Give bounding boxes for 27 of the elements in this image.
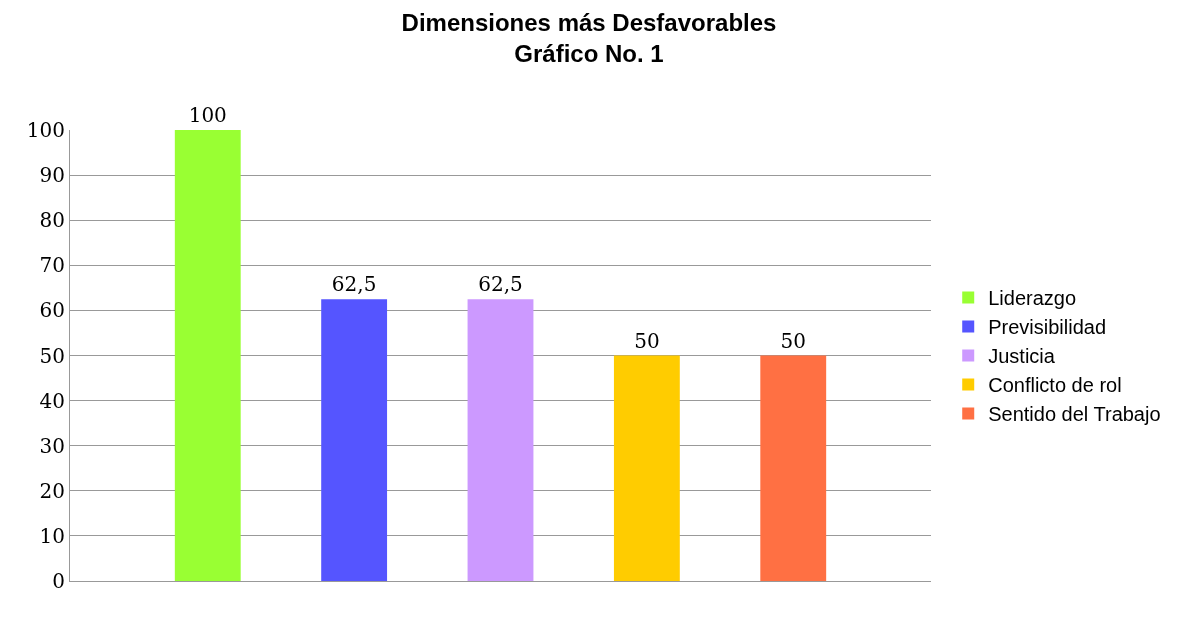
y-tick-label: 40 bbox=[39, 388, 65, 413]
chart-title: Dimensiones más Desfavorables Gráfico No. 1 bbox=[401, 9, 777, 68]
data-label: 100 bbox=[188, 103, 227, 127]
legend-label: Justicia bbox=[988, 345, 1056, 368]
y-tick-label: 90 bbox=[39, 163, 65, 188]
bar bbox=[174, 130, 241, 581]
y-tick-label: 30 bbox=[39, 433, 65, 458]
bar bbox=[613, 355, 680, 581]
y-tick-label: 80 bbox=[39, 208, 65, 233]
bar bbox=[760, 355, 827, 581]
bar bbox=[321, 299, 388, 581]
data-label: 62,5 bbox=[478, 272, 523, 297]
y-tick-label: 100 bbox=[26, 118, 65, 142]
legend-label: Previsibilidad bbox=[988, 316, 1107, 339]
data-label: 50 bbox=[780, 328, 806, 353]
y-tick-label: 20 bbox=[39, 478, 65, 503]
data-label: 50 bbox=[634, 328, 660, 353]
y-tick-label: 10 bbox=[39, 523, 65, 548]
y-tick-label: 0 bbox=[52, 569, 65, 593]
legend-label: Conflicto de rol bbox=[988, 374, 1122, 397]
legend-label: Sentido del Trabajo bbox=[988, 403, 1161, 426]
y-tick-label: 70 bbox=[39, 253, 65, 278]
bar bbox=[467, 299, 534, 581]
data-label: 62,5 bbox=[331, 272, 377, 297]
y-tick-label: 50 bbox=[39, 343, 65, 368]
legend-label: Liderazgo bbox=[988, 287, 1077, 310]
y-tick-label: 60 bbox=[39, 298, 65, 323]
